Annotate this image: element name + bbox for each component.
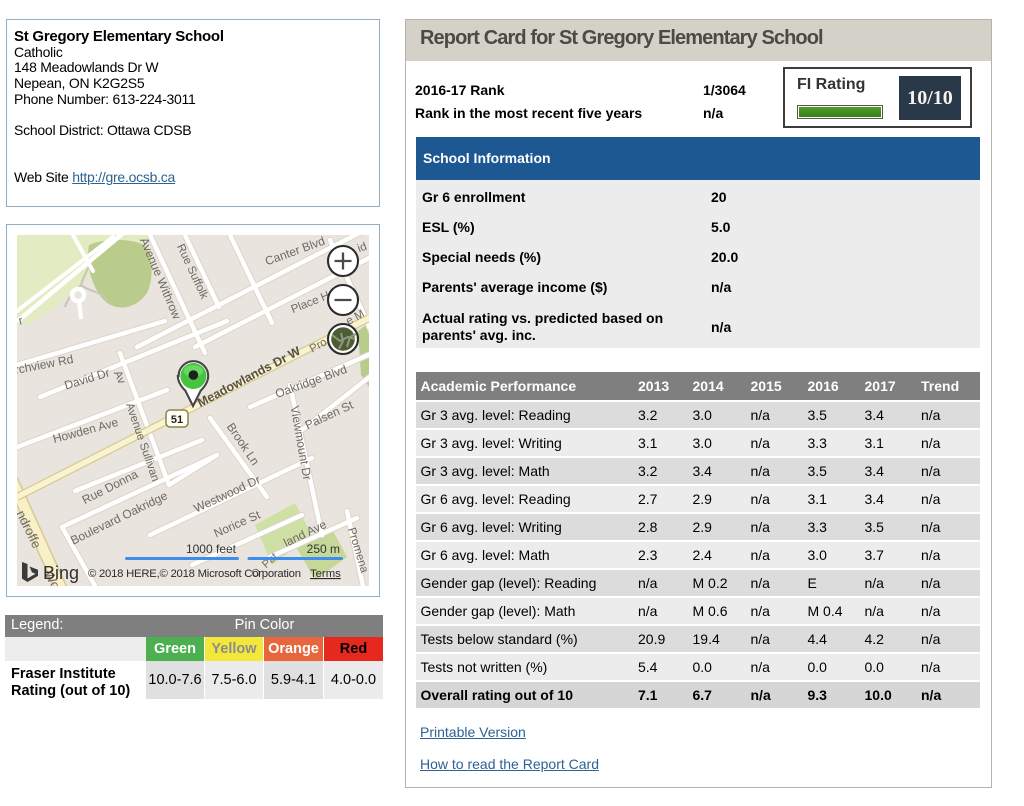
svg-text:1000 feet: 1000 feet — [186, 542, 237, 556]
svg-text:id: id — [356, 241, 369, 255]
svg-text:51: 51 — [171, 414, 183, 426]
svg-text:250 m: 250 m — [307, 542, 340, 556]
svg-text:Bing: Bing — [43, 563, 79, 583]
svg-text:r: r — [17, 313, 24, 328]
svg-text:Av: Av — [111, 369, 128, 386]
svg-text:Terms: Terms — [310, 568, 341, 580]
svg-text:© 2018 HERE,© 2018 Microsoft C: © 2018 HERE,© 2018 Microsoft Corporation — [88, 568, 301, 580]
